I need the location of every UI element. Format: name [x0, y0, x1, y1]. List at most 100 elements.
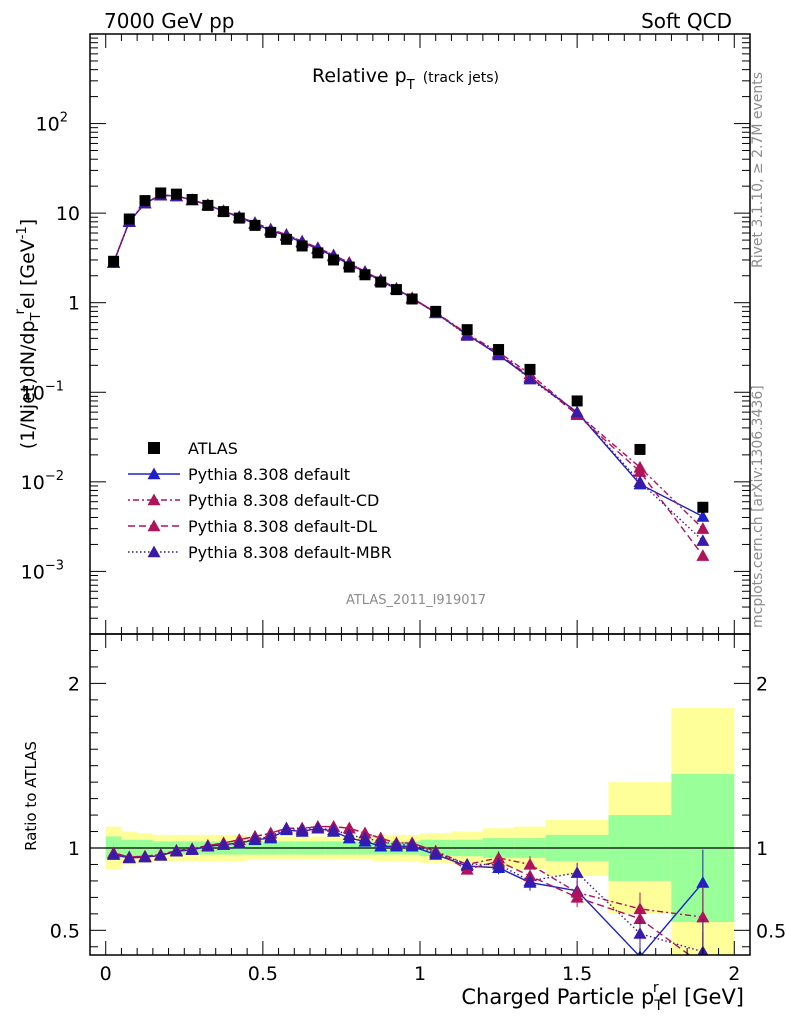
ratio-point	[342, 821, 356, 834]
x-axis-label: Charged Particle pTrel [GeV]	[461, 980, 744, 1014]
plot-title-paren: (track jets)	[423, 70, 499, 86]
plot-title-main: Relative p	[312, 65, 407, 87]
ratio-point	[696, 958, 709, 970]
mc-point	[696, 549, 710, 561]
legend-symbol	[147, 545, 161, 558]
ratio-point	[201, 839, 215, 852]
ratio-point	[358, 831, 372, 844]
ratio-point	[405, 838, 419, 850]
plot-title: Relative pT (track jets)	[312, 65, 499, 93]
y-tick-label: 1	[68, 293, 80, 315]
legend-symbol	[147, 467, 161, 480]
ratio-point	[523, 874, 537, 887]
ratio-point	[107, 848, 121, 860]
x-tick-label: 1	[414, 963, 426, 985]
atlas-point	[265, 226, 277, 238]
rivet-label: Rivet 3.1.10, ≥ 2.7M events	[750, 72, 766, 268]
ratio-point	[169, 844, 183, 857]
ratio-y-tick-label: 1	[68, 838, 80, 860]
y-tick-label: 10	[56, 203, 80, 225]
ratio-point	[138, 850, 152, 863]
legend-symbol	[147, 519, 161, 532]
ratio-point	[492, 857, 506, 870]
atlas-point	[571, 395, 583, 407]
ratio-point	[570, 890, 584, 903]
y-tick-label: 10−3	[21, 558, 64, 583]
y-tick-label-exp: 2	[60, 111, 68, 126]
x-tick-label: 2	[728, 963, 740, 985]
y-tick-label-exp: −3	[45, 558, 64, 573]
mc-line-3	[112, 194, 704, 542]
x-tick-label: 1.5	[562, 963, 592, 985]
ratio-y-tick-label-right: 1	[756, 838, 768, 860]
ratio-point	[460, 857, 474, 870]
legend-symbol-atlas	[148, 442, 160, 454]
ratio-point	[248, 832, 262, 845]
ratio-point	[154, 848, 168, 861]
atlas-point	[406, 293, 418, 305]
atlas-point	[634, 443, 646, 455]
atlas-point	[359, 269, 371, 281]
x-axis-label-tail: el [GeV]	[659, 985, 744, 1009]
legend-entry-label: Pythia 8.308 default	[188, 465, 350, 484]
legend-entry-label: Pythia 8.308 default-CD	[188, 491, 379, 510]
y-tick-label: 10−1	[21, 379, 64, 404]
mc-point	[696, 522, 710, 534]
atlas-point	[170, 188, 182, 200]
atlas-point	[430, 305, 442, 317]
atlas-point	[461, 324, 473, 336]
x-axis-label-sup: r	[653, 980, 659, 996]
legend: ATLAS Pythia 8.308 default Pythia 8.308 de…	[128, 439, 392, 562]
ratio-point	[429, 846, 443, 859]
atlas-point	[123, 213, 135, 225]
ratio-line-1	[113, 825, 703, 918]
x-axis-label-sub: T	[653, 998, 663, 1014]
ratio-point	[122, 851, 136, 864]
x-axis-label-main: Charged Particle p	[461, 985, 654, 1009]
ratio-point	[217, 838, 231, 850]
ratio-y-tick-label-right: 2	[756, 673, 768, 695]
mc-point	[696, 510, 710, 522]
atlas-point	[249, 219, 261, 231]
ratio-point	[374, 834, 388, 847]
atlas-point	[218, 206, 230, 218]
x-tick-label: 0.5	[248, 963, 278, 985]
mcplots-label: mcplots.cern.ch [arXiv:1306.3436]	[750, 385, 766, 628]
ratio-plot	[107, 820, 710, 970]
legend-entry-label: Pythia 8.308 default-MBR	[188, 543, 392, 562]
ratio-point	[342, 828, 356, 841]
atlas-point	[155, 187, 167, 199]
ratio-point	[264, 829, 278, 842]
ratio-y-tick-label: 2	[68, 673, 80, 695]
ratio-point	[696, 876, 710, 888]
atlas-point	[108, 255, 120, 267]
y-tick-label-exp: −2	[45, 469, 64, 484]
ratio-point	[295, 823, 309, 836]
atlas-point	[312, 247, 324, 259]
mc-point	[570, 405, 584, 418]
legend-entry-label: ATLAS	[188, 439, 238, 458]
legend-entry-label: Pythia 8.308 default-DL	[188, 517, 377, 536]
ratio-point	[185, 843, 199, 855]
plot-title-sub: T	[406, 78, 415, 93]
atlas-point	[328, 254, 340, 266]
ratio-point	[633, 927, 647, 939]
atlas-point	[524, 363, 536, 375]
y-tick-label-exp: −1	[45, 379, 64, 394]
ratio-point	[696, 910, 710, 923]
ratio-point	[327, 823, 341, 836]
atlas-point	[343, 261, 355, 273]
legend-symbol	[147, 493, 161, 506]
ratio-point	[523, 857, 537, 870]
analysis-watermark: ATLAS_2011_I919017	[346, 593, 486, 608]
atlas-point	[280, 233, 292, 245]
mc-point	[696, 534, 710, 546]
main-plot	[107, 187, 710, 561]
mc-point	[523, 372, 537, 385]
atlas-point	[296, 240, 308, 252]
atlas-point	[697, 501, 709, 513]
atlas-point	[233, 212, 245, 224]
mc-point	[633, 475, 647, 488]
